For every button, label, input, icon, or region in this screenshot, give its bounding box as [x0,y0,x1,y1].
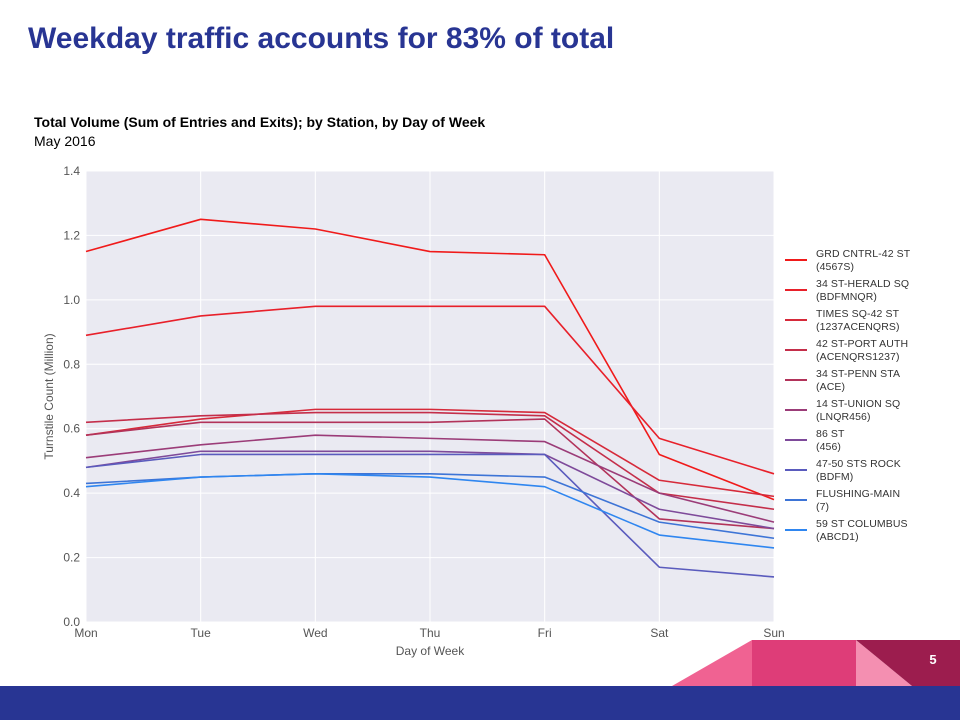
legend-swatch [785,409,807,411]
decor-shape-right-dark [856,640,960,686]
legend-label: 59 ST COLUMBUS (ABCD1) [816,518,908,543]
chart-title: Total Volume (Sum of Entries and Exits);… [34,114,486,130]
y-tick-label: 0.0 [63,615,80,629]
legend-swatch [785,259,807,261]
x-tick-label: Fri [538,626,552,640]
legend-swatch [785,529,807,531]
legend-label: TIMES SQ-42 ST (1237ACENQRS) [816,308,900,333]
decor-shape-middle [752,640,856,686]
x-tick-label: Thu [420,626,441,640]
legend-swatch [785,319,807,321]
legend-item: 42 ST-PORT AUTH (ACENQRS1237) [785,338,955,368]
legend-item: 14 ST-UNION SQ (LNQR456) [785,398,955,428]
y-tick-label: 0.2 [63,551,80,565]
x-tick-label: Mon [74,626,97,640]
y-tick-label: 0.4 [63,486,80,500]
legend-item: TIMES SQ-42 ST (1237ACENQRS) [785,308,955,338]
legend-label: 47-50 STS ROCK (BDFM) [816,458,901,483]
legend-swatch [785,379,807,381]
legend-label: 14 ST-UNION SQ (LNQR456) [816,398,901,423]
legend-item: 86 ST (456) [785,428,955,458]
legend-item: 59 ST COLUMBUS (ABCD1) [785,518,955,548]
chart-subtitle: May 2016 [34,133,96,149]
y-tick-label: 1.2 [63,228,80,242]
series-line [85,434,775,523]
series-line [85,218,775,501]
legend-label: 42 ST-PORT AUTH (ACENQRS1237) [816,338,909,363]
legend-item: 34 ST-PENN STA (ACE) [785,368,955,398]
series-line [85,473,775,549]
series-line [85,418,775,530]
x-tick-label: Tue [191,626,212,640]
x-tick-label: Sun [763,626,784,640]
legend-item: FLUSHING-MAIN (7) [785,488,955,518]
legend-label: FLUSHING-MAIN (7) [816,488,901,513]
legend-label: 34 ST-PENN STA (ACE) [816,368,901,393]
line-chart: 0.0 0.2 0.4 0.6 0.8 1.0 1.2 1.4 Mon Tue Wed Thu Fri S… [42,164,785,658]
y-tick-label: 1.4 [63,164,80,178]
series-line [85,450,775,530]
legend-item: GRD CNTRL-42 ST (4567S) [785,248,955,278]
series-line [85,453,775,578]
y-tick-label: 0.8 [63,357,80,371]
x-tick-label: Sat [650,626,669,640]
legend-item: 34 ST-HERALD SQ (BDFMNQR) [785,278,955,308]
legend-label: GRD CNTRL-42 ST (4567S) [816,248,911,273]
y-tick-label: 0.6 [63,422,80,436]
series-line [85,305,775,475]
y-tick-label: 1.0 [63,293,80,307]
legend-swatch [785,289,807,291]
legend-label: 34 ST-HERALD SQ (BDFMNQR) [816,278,910,303]
legend-swatch [785,349,807,351]
footer-bar [0,686,960,720]
series-line [85,408,775,498]
legend-swatch [785,469,807,471]
y-axis-label: Turnstile Count (Million) [42,333,56,459]
decor-shape-left [672,640,752,686]
legend-swatch [785,499,807,501]
legend-item: 47-50 STS ROCK (BDFM) [785,458,955,488]
slide-title: Weekday traffic accounts for 83% of tota… [28,22,615,55]
legend-label: 86 ST (456) [816,428,845,453]
chart-legend: GRD CNTRL-42 ST (4567S) 34 ST-HERALD SQ (… [785,248,955,548]
x-tick-label: Wed [303,626,327,640]
page-number: 5 [929,652,937,667]
legend-swatch [785,439,807,441]
x-axis-label: Day of Week [396,644,465,658]
